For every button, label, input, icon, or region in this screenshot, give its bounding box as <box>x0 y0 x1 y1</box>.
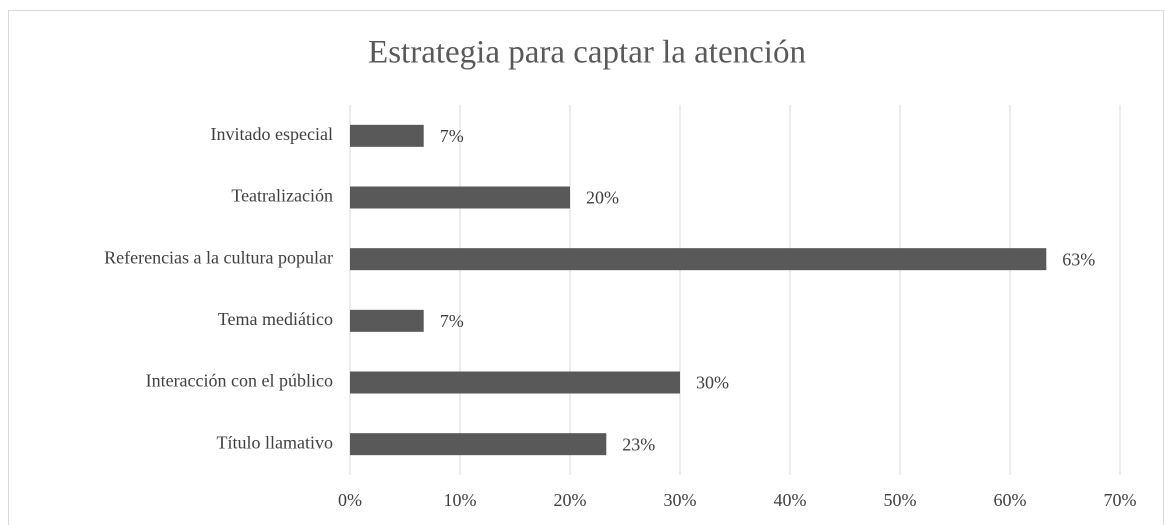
x-tick-label: 40% <box>774 490 807 510</box>
bar <box>350 371 680 394</box>
value-label: 20% <box>586 188 619 208</box>
x-tick-label: 0% <box>338 490 362 510</box>
x-tick-label: 60% <box>994 490 1027 510</box>
x-tick-label: 30% <box>664 490 697 510</box>
value-label: 7% <box>440 311 464 331</box>
bar <box>350 248 1047 271</box>
y-tick-label: Tema mediático <box>218 309 333 329</box>
x-tick-label: 10% <box>444 490 477 510</box>
bar <box>350 124 424 147</box>
y-tick-label: Invitado especial <box>211 124 333 144</box>
y-tick-label: Título llamativo <box>217 432 333 452</box>
bar <box>350 186 570 209</box>
x-tick-label: 70% <box>1104 490 1137 510</box>
x-tick-label: 50% <box>884 490 917 510</box>
value-label: 7% <box>440 126 464 146</box>
value-label: 30% <box>696 373 729 393</box>
value-label: 63% <box>1062 249 1095 269</box>
y-tick-label: Referencias a la cultura popular <box>104 247 333 267</box>
y-tick-label: Teatralización <box>231 186 333 206</box>
bar <box>350 309 424 332</box>
bar <box>350 433 607 456</box>
y-tick-label: Interacción con el público <box>146 371 333 391</box>
chart-title: Estrategia para captar la atención <box>368 35 806 71</box>
value-label: 23% <box>622 434 655 454</box>
x-tick-label: 20% <box>554 490 587 510</box>
